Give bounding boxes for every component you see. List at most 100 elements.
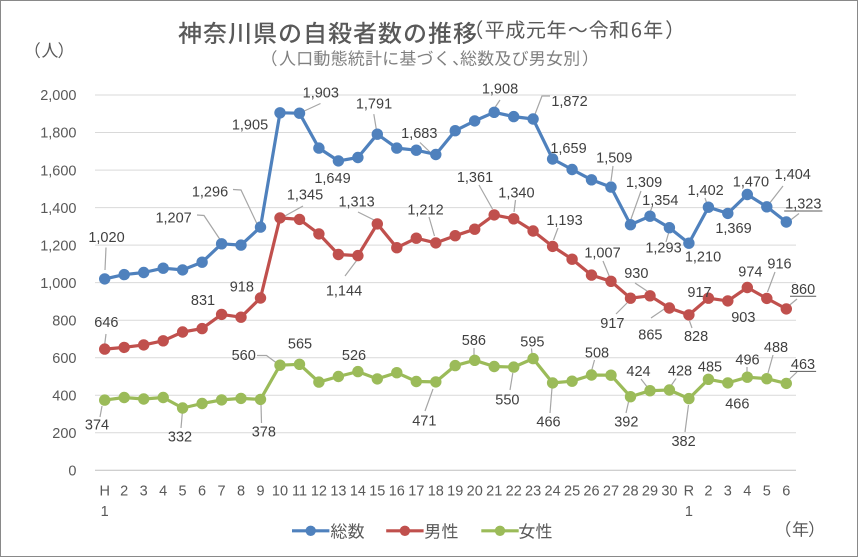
svg-text:11: 11 (292, 484, 307, 500)
svg-text:1,293: 1,293 (645, 241, 681, 257)
svg-text:16: 16 (389, 484, 405, 500)
svg-text:382: 382 (671, 434, 695, 450)
svg-text:7: 7 (218, 484, 226, 500)
svg-text:1,354: 1,354 (642, 193, 678, 209)
svg-text:5: 5 (763, 484, 771, 500)
svg-text:332: 332 (168, 430, 192, 446)
svg-text:1: 1 (685, 504, 693, 520)
svg-text:1,470: 1,470 (733, 175, 769, 191)
svg-text:22: 22 (506, 484, 522, 500)
svg-text:1,340: 1,340 (498, 186, 534, 202)
svg-text:26: 26 (583, 484, 599, 500)
svg-text:831: 831 (191, 293, 215, 309)
svg-text:424: 424 (626, 364, 650, 380)
svg-text:428: 428 (668, 364, 692, 380)
svg-text:2: 2 (704, 484, 712, 500)
svg-text:14: 14 (350, 484, 366, 500)
svg-text:1,872: 1,872 (551, 94, 587, 110)
svg-text:6: 6 (198, 484, 206, 500)
svg-text:1,361: 1,361 (457, 170, 493, 186)
svg-text:25: 25 (564, 484, 580, 500)
svg-text:28: 28 (622, 484, 638, 500)
svg-text:3: 3 (724, 484, 732, 500)
svg-text:1,659: 1,659 (550, 141, 586, 157)
svg-text:15: 15 (369, 484, 385, 500)
svg-text:918: 918 (230, 280, 254, 296)
svg-text:828: 828 (684, 329, 708, 345)
svg-text:466: 466 (536, 415, 560, 431)
svg-text:526: 526 (342, 348, 366, 364)
svg-text:1,905: 1,905 (232, 118, 268, 134)
svg-text:1,200: 1,200 (40, 238, 76, 254)
svg-text:930: 930 (624, 266, 648, 282)
svg-text:974: 974 (738, 264, 762, 280)
svg-text:565: 565 (288, 337, 312, 353)
svg-text:1,007: 1,007 (584, 246, 620, 262)
svg-text:917: 917 (687, 285, 711, 301)
svg-text:1,207: 1,207 (155, 211, 191, 227)
svg-text:23: 23 (525, 484, 541, 500)
svg-text:1,908: 1,908 (482, 82, 518, 98)
svg-text:6: 6 (782, 484, 790, 500)
svg-text:29: 29 (642, 484, 658, 500)
svg-text:H: H (99, 484, 109, 500)
svg-text:1,369: 1,369 (715, 221, 751, 237)
svg-text:4: 4 (743, 484, 751, 500)
svg-text:1,600: 1,600 (40, 163, 76, 179)
svg-text:560: 560 (232, 348, 256, 364)
svg-text:1,404: 1,404 (775, 167, 811, 183)
svg-text:1,020: 1,020 (88, 230, 124, 246)
svg-text:0: 0 (68, 464, 76, 480)
svg-text:488: 488 (764, 340, 788, 356)
svg-text:1,313: 1,313 (338, 195, 374, 211)
svg-text:1,210: 1,210 (685, 250, 721, 266)
svg-text:1,345: 1,345 (287, 188, 323, 204)
svg-text:508: 508 (585, 346, 609, 362)
svg-text:917: 917 (600, 316, 624, 332)
svg-text:17: 17 (408, 484, 424, 500)
svg-text:1,402: 1,402 (687, 183, 723, 199)
svg-text:374: 374 (85, 418, 109, 434)
svg-text:1,649: 1,649 (314, 171, 350, 187)
svg-text:20: 20 (467, 484, 483, 500)
svg-text:1,309: 1,309 (626, 175, 662, 191)
svg-text:2,000: 2,000 (40, 88, 76, 104)
svg-text:586: 586 (462, 333, 486, 349)
svg-text:392: 392 (614, 415, 638, 431)
svg-text:13: 13 (330, 484, 346, 500)
svg-text:1,509: 1,509 (596, 151, 632, 167)
svg-text:1,144: 1,144 (326, 284, 362, 300)
svg-text:30: 30 (661, 484, 677, 500)
svg-text:1,400: 1,400 (40, 201, 76, 217)
svg-text:463: 463 (791, 357, 815, 373)
svg-text:1,791: 1,791 (356, 97, 392, 113)
svg-text:19: 19 (447, 484, 463, 500)
svg-text:1,903: 1,903 (303, 85, 339, 101)
svg-text:550: 550 (495, 393, 519, 409)
svg-text:1: 1 (101, 504, 109, 520)
svg-text:18: 18 (428, 484, 444, 500)
svg-text:21: 21 (486, 484, 502, 500)
svg-text:4: 4 (159, 484, 167, 500)
svg-text:1,800: 1,800 (40, 126, 76, 142)
svg-text:12: 12 (311, 484, 327, 500)
svg-text:9: 9 (256, 484, 264, 500)
svg-text:1,683: 1,683 (401, 126, 437, 142)
svg-text:903: 903 (731, 310, 755, 326)
svg-text:1,000: 1,000 (40, 276, 76, 292)
svg-text:1,323: 1,323 (785, 197, 821, 213)
svg-text:1,212: 1,212 (407, 203, 443, 219)
svg-text:916: 916 (767, 257, 791, 273)
svg-text:600: 600 (52, 351, 76, 367)
svg-text:8: 8 (237, 484, 245, 500)
svg-text:466: 466 (725, 397, 749, 413)
svg-text:800: 800 (52, 313, 76, 329)
svg-text:378: 378 (252, 425, 276, 441)
svg-text:5: 5 (179, 484, 187, 500)
svg-text:1,296: 1,296 (192, 185, 228, 201)
svg-text:27: 27 (603, 484, 619, 500)
svg-text:3: 3 (140, 484, 148, 500)
svg-text:200: 200 (52, 426, 76, 442)
svg-text:646: 646 (94, 315, 118, 331)
svg-text:595: 595 (520, 335, 544, 351)
